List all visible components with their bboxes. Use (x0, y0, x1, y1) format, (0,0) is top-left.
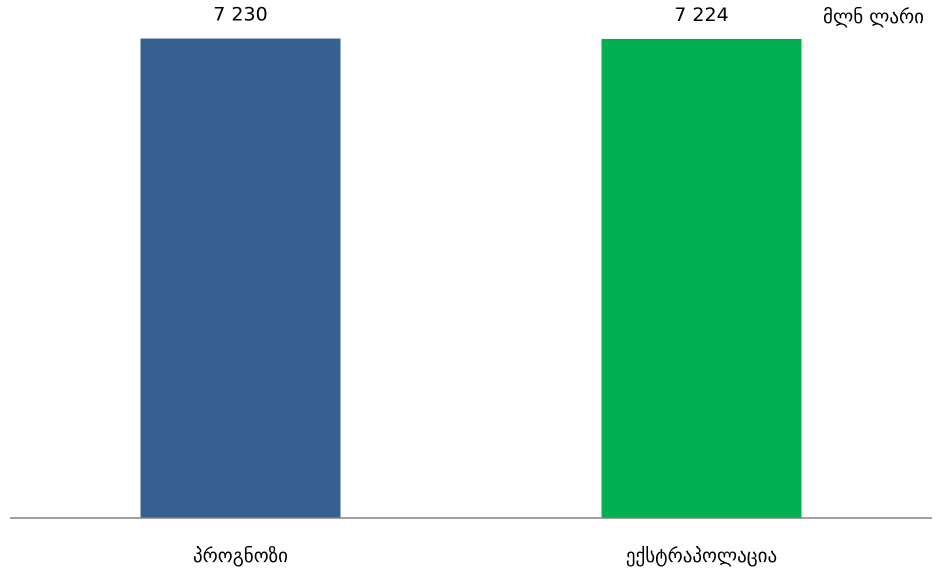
unit-label: მლნ ლარი (823, 6, 924, 28)
bar-1 (140, 38, 341, 519)
category-label-1: პროგნოზი (193, 545, 288, 567)
category-label-2: ექსტრაპოლაცია (626, 545, 777, 567)
data-label-1: 7 230 (213, 4, 267, 26)
bar-2 (601, 38, 802, 518)
data-label-2: 7 224 (674, 4, 728, 26)
